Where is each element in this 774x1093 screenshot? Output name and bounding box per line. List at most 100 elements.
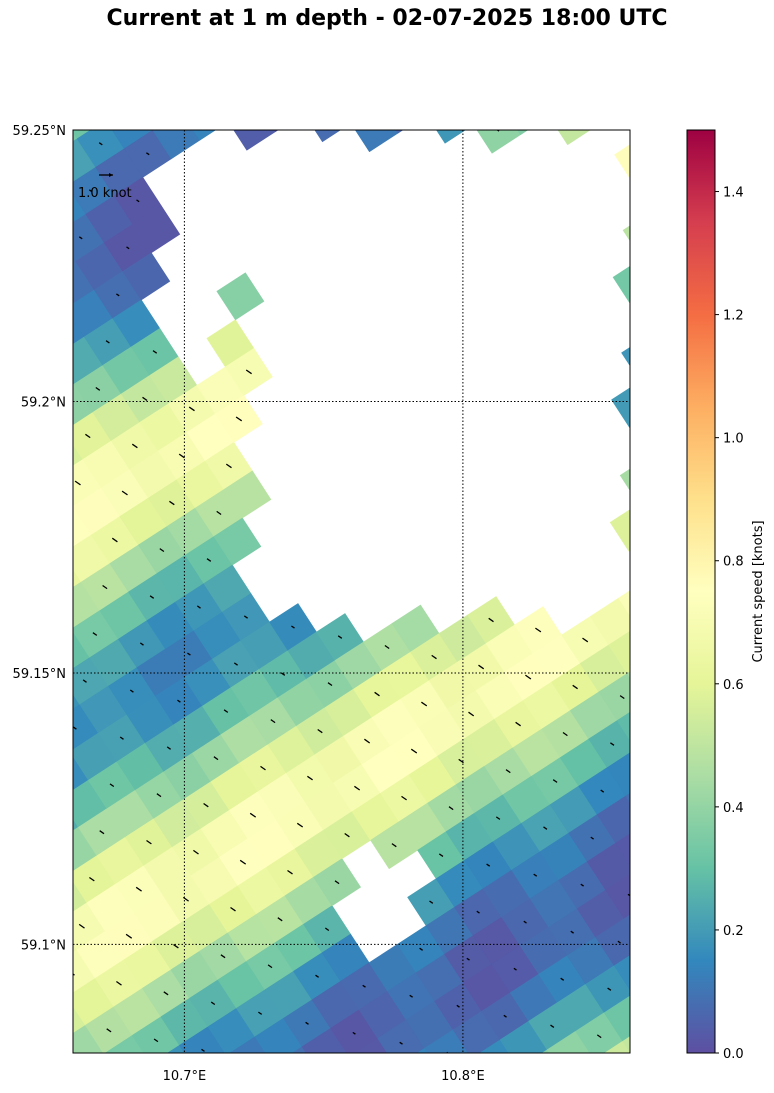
current-arrow	[343, 1079, 346, 1081]
speed-cell	[368, 1067, 415, 1093]
speed-cell	[28, 1044, 75, 1091]
current-arrow	[384, 644, 390, 650]
current-arrow	[617, 940, 621, 944]
speed-cell	[588, 720, 630, 769]
current-arrow	[82, 679, 87, 683]
current-arrow	[448, 806, 454, 811]
colorbar-tick-label: 1.2	[723, 309, 744, 324]
current-arrow	[590, 836, 594, 840]
speed-cell	[633, 976, 680, 1023]
current-arrow	[116, 293, 120, 297]
speed-cell	[332, 76, 379, 123]
current-vectors	[32, 91, 668, 1081]
current-arrow	[149, 595, 155, 599]
current-arrow	[438, 853, 444, 857]
speed-cell	[618, 590, 630, 616]
speed-cell	[634, 853, 681, 900]
speed-cell	[354, 1037, 388, 1053]
speed-cell	[596, 795, 630, 844]
current-arrow	[374, 691, 380, 697]
current-arrow	[634, 404, 637, 406]
colorbar-bar	[686, 129, 716, 1054]
current-arrow	[125, 933, 133, 939]
current-arrow	[665, 951, 668, 953]
speed-cell	[245, 1065, 292, 1093]
current-arrow	[139, 642, 144, 646]
current-arrow	[486, 863, 491, 867]
speed-cell	[21, 846, 68, 893]
speed-cell	[608, 630, 630, 674]
current-arrow	[85, 433, 91, 439]
current-arrow	[156, 793, 162, 798]
current-arrow	[97, 1076, 101, 1079]
speed-cell	[132, 205, 181, 254]
current-arrow	[658, 753, 661, 755]
current-arrow	[187, 652, 191, 656]
current-arrow	[196, 605, 201, 609]
current-arrow	[648, 800, 651, 802]
current-arrow	[540, 1072, 544, 1075]
speed-cell	[24, 601, 71, 648]
speed-cell	[16, 525, 63, 572]
speed-cell	[598, 673, 630, 721]
current-arrow	[99, 830, 105, 835]
current-arrow	[109, 96, 113, 99]
reference-label: 1.0 knot	[78, 186, 132, 201]
current-arrow	[32, 227, 35, 229]
speed-cell	[301, 1027, 347, 1053]
current-arrow	[663, 262, 667, 265]
current-arrow	[267, 964, 273, 969]
speed-cell	[646, 684, 693, 731]
speed-cell	[273, 130, 279, 133]
x-tick-label: 10.8°E	[441, 1069, 485, 1084]
current-arrow	[225, 463, 232, 469]
colorbar-label: Current speed [knots]	[751, 520, 766, 662]
speed-cell	[23, 723, 70, 770]
current-arrow	[650, 554, 655, 558]
current-arrow	[136, 199, 140, 203]
speed-cell	[623, 914, 630, 929]
current-arrow	[177, 699, 181, 703]
current-arrow	[203, 802, 209, 808]
current-arrow	[562, 731, 568, 737]
current-arrow	[635, 158, 641, 162]
speed-cell	[73, 130, 92, 140]
speed-cell	[233, 130, 276, 151]
speed-cell	[603, 995, 630, 1042]
speed-cell	[606, 752, 630, 797]
current-arrow	[216, 510, 222, 516]
current-arrow	[142, 396, 148, 402]
current-arrow	[580, 883, 584, 887]
current-arrow	[296, 822, 304, 828]
current-arrow	[402, 109, 405, 111]
current-arrow	[33, 915, 38, 918]
current-arrow	[243, 615, 248, 619]
speed-cell	[216, 272, 265, 321]
current-arrow	[277, 917, 283, 922]
current-arrow	[525, 674, 532, 680]
speed-cell	[604, 1040, 630, 1053]
speed-cell	[641, 1051, 688, 1093]
speed-cell	[122, 252, 171, 301]
current-arrow	[429, 900, 434, 904]
current-arrow	[178, 453, 185, 459]
current-arrow	[249, 812, 257, 818]
speed-cell	[11, 893, 58, 940]
speed-cell	[314, 130, 341, 143]
current-arrow	[220, 954, 226, 959]
current-arrow	[431, 654, 437, 660]
current-arrow	[419, 947, 423, 951]
current-arrow	[111, 537, 118, 543]
current-arrow	[291, 625, 295, 629]
current-arrow	[560, 977, 565, 981]
colorbar-tick-label: 0.2	[723, 924, 744, 939]
current-arrow	[73, 973, 75, 976]
speed-cell	[586, 842, 630, 891]
speed-cell	[615, 833, 630, 866]
speed-cell	[613, 955, 630, 991]
current-arrow	[42, 180, 45, 182]
current-arrow	[552, 91, 556, 94]
speed-cell	[10, 1015, 57, 1062]
speed-cell	[167, 1044, 185, 1053]
current-arrow	[362, 984, 366, 988]
